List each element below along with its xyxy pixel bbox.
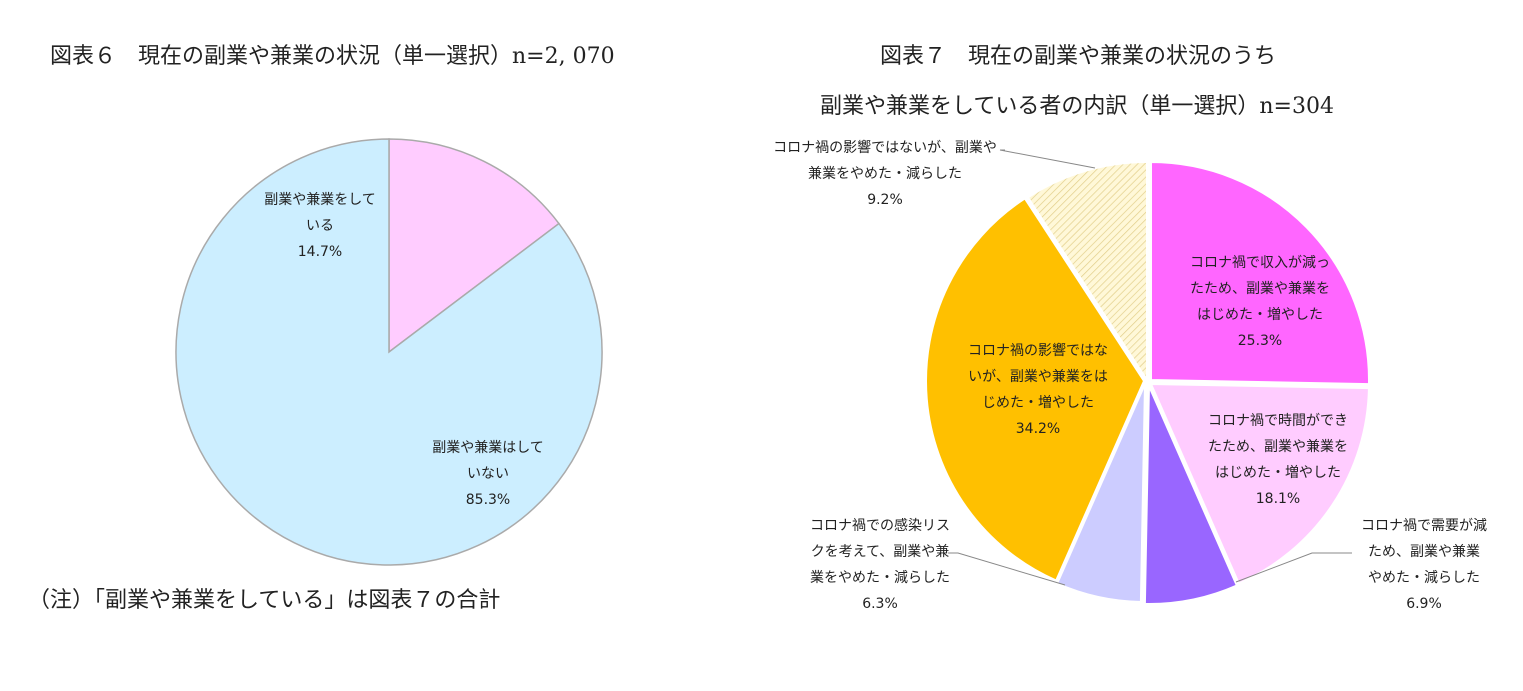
pie6-slice-1 xyxy=(175,138,603,566)
pie7-slice-label-3-1: クを考えて、副業や兼 xyxy=(811,544,950,560)
pie7-slice-label-0-1: たため、副業や兼業を xyxy=(1190,281,1330,297)
pie7-slice-5 xyxy=(1026,160,1148,384)
chart7-title-line2: 副業や兼業をしている者の内訳（単一選択）n=304 xyxy=(820,94,1334,119)
pie6-slice-label-0-1: いる xyxy=(306,218,334,234)
chart6-title: 図表６ 現在の副業や兼業の状況（単一選択）n=2, 070 xyxy=(50,44,615,69)
pie7-slice-label-2-2: やめた・減らした xyxy=(1368,569,1480,586)
pie7-slice-label-5-1: 兼業をやめた・減らした xyxy=(808,165,962,182)
pie7-slice-label-5-0: コロナ禍の影響ではないが、副業や xyxy=(773,139,997,156)
chart7-title-line1: 図表７ 現在の副業や兼業の状況のうち xyxy=(880,44,1277,69)
pie7-slice-label-3-0: コロナ禍での感染リス xyxy=(810,517,950,534)
pie6-value-label-0: 14.7% xyxy=(298,244,342,260)
pie7-leader-line-5 xyxy=(999,149,1096,169)
pie7-slice-label-1-1: たため、副業や兼業を xyxy=(1208,439,1348,455)
pie7-slice-label-2-1: ため、副業や兼業 xyxy=(1368,544,1480,560)
pie7-slice-label-1-0: コロナ禍で時間ができ xyxy=(1208,413,1348,429)
pie7-slice-label-4-1: いが、副業や兼業をは xyxy=(968,369,1108,385)
pie7-slice-label-0-2: はじめた・増やした xyxy=(1197,307,1323,323)
pie7-slice-label-3-2: 業をやめた・減らした xyxy=(810,569,950,586)
pie6-slice-label-0-0: 副業や兼業をして xyxy=(264,192,376,208)
pie7-value-label-5: 9.2% xyxy=(867,192,903,208)
pie7-leader-line-3 xyxy=(948,552,1066,586)
pie7-value-label-2: 6.9% xyxy=(1406,596,1442,612)
pie6-value-label-1: 85.3% xyxy=(466,492,510,508)
pie7-value-label-3: 6.3% xyxy=(862,596,898,612)
pie7-slice-label-4-0: コロナ禍の影響ではな xyxy=(968,342,1108,359)
chart6-note: （注）「副業や兼業をしている」は図表７の合計 xyxy=(28,588,501,613)
pie7-value-label-1: 18.1% xyxy=(1256,491,1300,507)
pie7-value-label-4: 34.2% xyxy=(1016,421,1060,437)
pie7-leader-line-2 xyxy=(1235,552,1352,583)
pie7-slice-2 xyxy=(1143,385,1239,605)
pie7-slice-label-4-2: じめた・増やした xyxy=(982,395,1094,411)
pie7-slice-label-2-0: コロナ禍で需要が減 xyxy=(1361,517,1487,534)
pie6-slice-label-1-1: いない xyxy=(467,466,509,482)
pie6-slice-0 xyxy=(388,138,560,354)
pie7-slice-label-1-2: はじめた・増やした xyxy=(1215,465,1341,481)
pie7-slice-label-0-0: コロナ禍で収入が減っ xyxy=(1190,254,1330,271)
pie7-slice-3 xyxy=(1055,383,1146,603)
pie7-slice-0 xyxy=(1150,160,1370,386)
pie7-value-label-0: 25.3% xyxy=(1238,333,1282,349)
pie-chart-7: コロナ禍で収入が減ったため、副業や兼業をはじめた・増やした25.3%コロナ禍で時… xyxy=(773,139,1487,612)
pie6-slice-label-1-0: 副業や兼業はして xyxy=(432,440,544,456)
pie7-slice-4 xyxy=(925,197,1146,582)
